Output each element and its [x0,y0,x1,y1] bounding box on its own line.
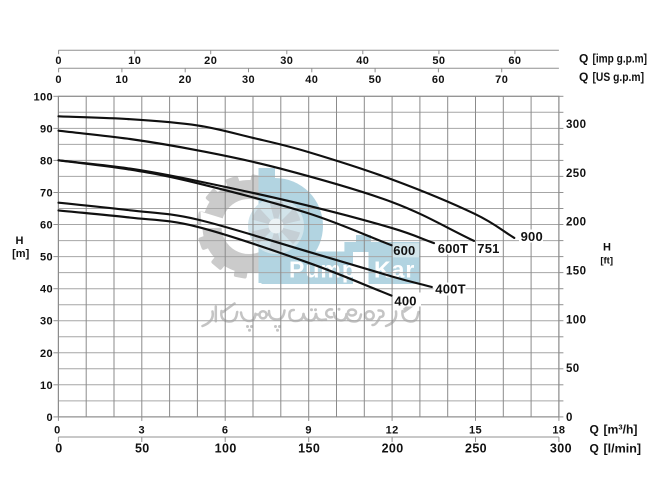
svg-text:70: 70 [40,188,53,200]
svg-text:[ft]: [ft] [600,255,613,266]
svg-text:50: 50 [566,363,580,375]
svg-text:20: 20 [179,74,192,86]
svg-text:15: 15 [469,424,482,436]
svg-text:80: 80 [40,155,53,167]
svg-text:40: 40 [356,55,369,67]
svg-text:100: 100 [566,314,586,326]
svg-text:40: 40 [40,284,53,296]
svg-text:40: 40 [305,74,318,86]
svg-text:60: 60 [40,220,53,232]
svg-text:60: 60 [508,55,521,67]
svg-text:50: 50 [40,252,53,264]
svg-text:50: 50 [135,442,150,456]
svg-text:10: 10 [115,74,128,86]
svg-text:10: 10 [128,55,141,67]
svg-text:Kar: Kar [374,257,415,283]
svg-text:20: 20 [204,55,217,67]
svg-text:751: 751 [477,241,499,256]
svg-text:H: H [603,241,611,253]
svg-text:0: 0 [46,412,53,424]
svg-text:30: 30 [40,316,53,328]
svg-text:90: 90 [40,123,53,135]
svg-text:9: 9 [305,424,312,436]
svg-text:900: 900 [521,229,543,244]
svg-text:50: 50 [369,74,382,86]
svg-text:150: 150 [298,442,320,456]
svg-text:[imp g.p.m]: [imp g.p.m] [593,52,648,66]
svg-text:Q: Q [590,423,599,437]
svg-text:H: H [16,235,24,247]
svg-text:Q: Q [590,441,599,455]
svg-text:0: 0 [54,424,61,436]
svg-text:600: 600 [393,243,415,258]
svg-text:18: 18 [552,424,565,436]
svg-text:400T: 400T [435,282,465,297]
svg-text:0: 0 [566,412,573,424]
svg-text:20: 20 [40,348,53,360]
svg-text:[m]: [m] [12,248,29,260]
svg-text:250: 250 [566,168,586,180]
svg-text:30: 30 [242,74,255,86]
svg-text:12: 12 [386,424,399,436]
svg-text:0: 0 [55,74,62,86]
svg-text:[US g.p.m]: [US g.p.m] [593,70,645,84]
svg-text:[m3/h]: [m3/h] [604,423,638,437]
svg-text:30: 30 [280,55,293,67]
svg-text:Q: Q [579,52,588,66]
svg-text:300: 300 [566,119,586,131]
svg-text:3: 3 [139,424,146,436]
svg-text:100: 100 [33,91,53,103]
svg-text:0: 0 [55,55,62,67]
svg-text:100: 100 [215,442,237,456]
svg-text:10: 10 [40,380,53,392]
svg-text:70: 70 [495,74,508,86]
svg-text:Q: Q [579,70,588,84]
svg-text:[l/min]: [l/min] [604,441,642,455]
svg-text:0: 0 [55,442,62,456]
svg-text:200: 200 [382,442,404,456]
svg-text:6: 6 [222,424,229,436]
svg-text:200: 200 [566,217,586,229]
svg-text:60: 60 [432,74,445,86]
svg-text:400: 400 [394,294,416,309]
svg-text:150: 150 [566,266,586,278]
svg-text:250: 250 [465,442,487,456]
svg-text:50: 50 [432,55,445,67]
svg-text:300: 300 [550,442,572,456]
svg-text:600T: 600T [438,241,468,256]
